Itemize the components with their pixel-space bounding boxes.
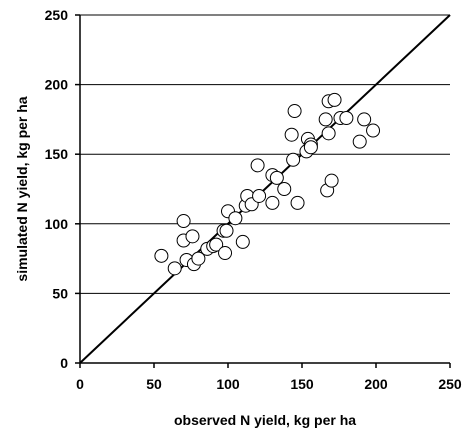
data-point-23 — [265, 195, 280, 210]
data-point-34 — [318, 112, 333, 127]
data-point-15 — [228, 211, 243, 226]
data-point-43 — [357, 112, 372, 127]
x-tick-label-0: 0 — [76, 376, 84, 392]
x-axis-title: observed N yield, kg per ha — [174, 412, 356, 428]
data-point-21 — [252, 188, 267, 203]
data-point-39 — [327, 92, 342, 107]
data-point-44 — [366, 123, 381, 138]
y-tick-label-4: 200 — [45, 77, 69, 93]
gridlines — [80, 14, 450, 294]
axes — [75, 14, 451, 368]
reference-line-group — [79, 14, 451, 364]
x-tick-label-2: 100 — [216, 376, 240, 392]
x-tick-label-1: 50 — [146, 376, 162, 392]
data-point-5 — [185, 229, 200, 244]
data-point-28 — [287, 104, 302, 119]
x-tick-label-4: 200 — [364, 376, 388, 392]
x-tick-label-3: 150 — [290, 376, 314, 392]
y-axis-title: simulated N yield, kg per ha — [14, 96, 30, 281]
data-point-42 — [352, 134, 367, 149]
data-point-0 — [154, 248, 169, 263]
x-tick-label-5: 250 — [438, 376, 462, 392]
y-tick-label-1: 50 — [52, 285, 68, 301]
data-point-20 — [250, 158, 265, 173]
y-tick-label-2: 100 — [45, 216, 69, 232]
data-point-1 — [167, 261, 182, 276]
one-to-one-line — [79, 14, 451, 364]
y-tick-label-3: 150 — [45, 146, 69, 162]
data-point-16 — [235, 234, 250, 249]
data-point-25 — [277, 182, 292, 196]
data-points — [154, 92, 381, 276]
data-point-7 — [191, 251, 206, 266]
data-point-13 — [219, 223, 234, 238]
data-point-38 — [324, 173, 339, 188]
y-tick-label-5: 250 — [45, 7, 69, 23]
y-tick-label-0: 0 — [60, 355, 68, 371]
data-point-24 — [269, 170, 284, 185]
data-point-35 — [321, 126, 336, 141]
data-point-27 — [286, 152, 301, 167]
tick-labels: 0 50 100 150 200 250 0 50 100 150 200 250 — [45, 7, 462, 392]
data-point-41 — [339, 111, 354, 126]
data-point-33 — [303, 140, 318, 155]
data-point-10 — [209, 237, 224, 252]
data-point-12 — [218, 246, 233, 261]
data-point-26 — [284, 127, 299, 142]
data-point-2 — [176, 214, 191, 229]
data-point-29 — [290, 195, 305, 210]
